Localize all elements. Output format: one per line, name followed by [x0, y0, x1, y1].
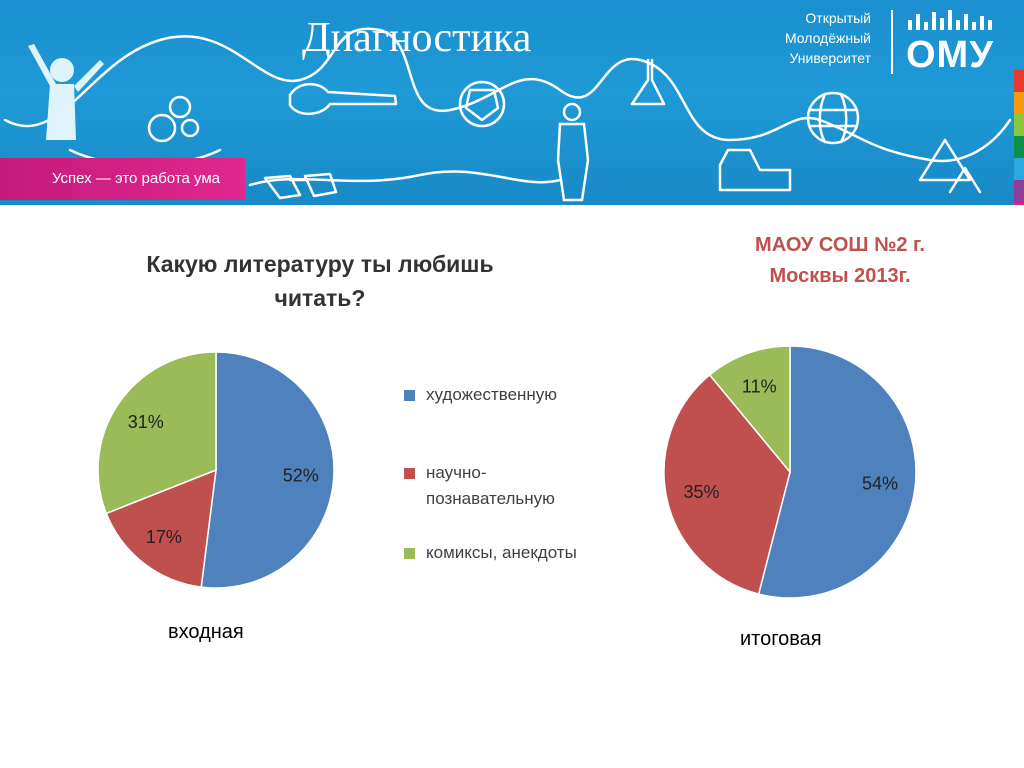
pie-data-label: 35%	[683, 482, 719, 502]
flask-icon	[630, 58, 666, 106]
school-line: Москвы 2013г.	[769, 265, 911, 287]
chart-question: Какую литературу ты любишь читать?	[100, 247, 540, 315]
banner-illustration	[3, 27, 1012, 202]
chart-caption-final: итоговая	[740, 628, 822, 650]
pie-slice	[200, 351, 335, 589]
guitar-icon	[288, 82, 398, 116]
school-line: МАОУ СОШ №2 г.	[755, 234, 925, 256]
pie-data-label: 54%	[862, 473, 898, 493]
pie-slice	[663, 373, 791, 595]
pie-data-label: 52%	[283, 465, 319, 485]
side-stripes	[1014, 70, 1024, 205]
side-stripe	[1014, 180, 1024, 202]
logo-mark: ОМУ	[906, 34, 994, 76]
side-stripe	[1014, 136, 1024, 158]
header-banner: Диагностика Успех — это работа ума Откры…	[0, 0, 1024, 205]
side-stripe	[1014, 158, 1024, 180]
side-stripe	[1014, 70, 1024, 92]
logo-line: Открытый	[805, 10, 871, 26]
pie-slice	[97, 351, 217, 515]
legend-label: научно- познавательную	[426, 460, 656, 512]
logo-bars-icon	[908, 10, 992, 30]
legend-label-line: научно-	[426, 463, 487, 482]
logo-line: Молодёжный	[784, 30, 871, 46]
legend-swatch	[404, 468, 415, 479]
legend-swatch	[404, 548, 415, 559]
side-stripe	[1014, 114, 1024, 136]
slogan-bar: Успех — это работа ума	[0, 158, 245, 200]
logo-text: Открытый Молодёжный Университет	[745, 8, 871, 68]
legend-label-line: познавательную	[426, 489, 555, 508]
pie-slice	[708, 345, 791, 475]
man-silhouette	[556, 102, 590, 202]
logo-divider	[891, 10, 893, 74]
banner-swirl-line	[3, 27, 1012, 163]
pie-data-label: 31%	[128, 412, 164, 432]
pie-data-label: 11%	[742, 377, 777, 397]
pie-slice	[105, 468, 217, 588]
gear-icon	[168, 95, 192, 119]
slide-title: Диагностика	[302, 15, 532, 61]
pyramid-icon	[918, 138, 982, 194]
side-stripe	[1014, 92, 1024, 114]
person-silhouette	[28, 44, 104, 140]
school-label: МАОУ СОШ №2 г. Москвы 2013г.	[700, 230, 980, 292]
legend-swatch	[404, 390, 415, 401]
logo-line: Университет	[789, 50, 871, 66]
tractor-icon	[718, 148, 792, 192]
legend-label: художественную	[426, 385, 558, 404]
chart-caption-initial: входная	[168, 621, 244, 643]
question-line: читать?	[274, 285, 366, 311]
globe-icon	[806, 91, 860, 145]
pie-slice	[757, 345, 917, 599]
legend-label: комиксы, анекдоты	[426, 543, 577, 562]
question-line: Какую литературу ты любишь	[146, 251, 494, 277]
glasses-icon	[263, 172, 338, 200]
ball-icon	[458, 80, 506, 128]
slogan-text: Успех — это работа ума	[52, 170, 221, 187]
side-stripe	[1014, 202, 1024, 205]
pie-data-label: 17%	[146, 527, 182, 547]
